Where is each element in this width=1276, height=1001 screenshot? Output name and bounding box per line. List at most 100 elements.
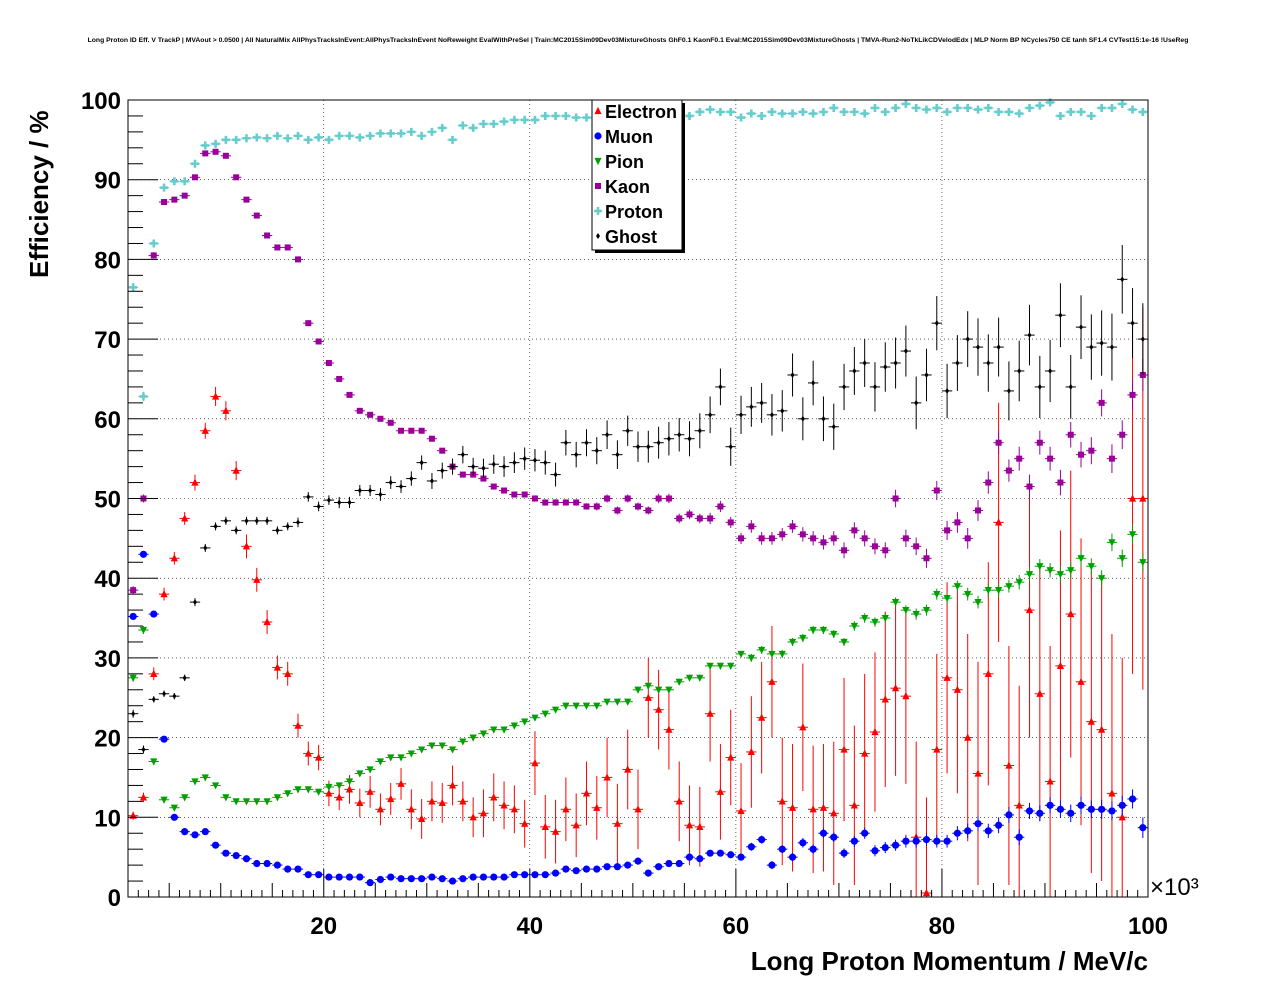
kaon-point <box>272 244 283 251</box>
legend-marker <box>596 233 600 239</box>
electron-point <box>540 794 551 859</box>
legend-label: Ghost <box>605 227 657 247</box>
kaon-point <box>395 427 407 434</box>
electron-point <box>725 709 736 806</box>
muon-point <box>313 871 324 879</box>
proton-point <box>323 135 335 144</box>
ghost-point <box>416 455 427 470</box>
electron-point <box>272 655 283 680</box>
electron-point <box>303 741 314 766</box>
pion-point <box>715 662 726 670</box>
pion-point <box>179 794 190 802</box>
ghost-point <box>478 458 489 478</box>
electron-point <box>859 673 870 834</box>
kaon-point <box>880 542 891 559</box>
ghost-point <box>972 318 984 376</box>
electron-point <box>1096 578 1107 882</box>
kaon-point <box>364 411 376 418</box>
ghost-point <box>890 337 901 389</box>
muon-point <box>179 828 190 836</box>
legend-entry-pion: Pion <box>594 152 644 172</box>
kaon-point <box>498 487 510 494</box>
kaon-point <box>746 520 757 533</box>
ghost-point <box>385 476 396 489</box>
kaon-point <box>128 586 139 595</box>
y-tick-label: 70 <box>94 327 121 354</box>
proton-point <box>890 103 901 112</box>
electron-point <box>478 789 489 838</box>
proton-point <box>169 177 180 186</box>
electron-point <box>931 653 942 846</box>
proton-point <box>838 107 850 116</box>
pion-point <box>643 682 654 690</box>
kaon-point <box>643 506 654 515</box>
muon-point <box>540 871 551 879</box>
pion-point <box>334 782 345 790</box>
muon-point <box>303 871 314 879</box>
pion-point <box>828 630 839 639</box>
proton-point <box>694 107 705 116</box>
pion-point <box>571 702 582 710</box>
ghost-point <box>395 480 407 493</box>
pion-point <box>1086 558 1097 575</box>
proton-point <box>1106 103 1118 112</box>
kaon-point <box>921 548 932 568</box>
ghost-point <box>715 368 726 406</box>
ghost-point <box>808 360 819 406</box>
pion-point <box>220 794 232 802</box>
electron-point <box>591 775 602 840</box>
kaon-point <box>560 499 572 506</box>
kaon-point <box>993 431 1004 454</box>
ghost-point <box>663 421 675 456</box>
kaon-point <box>344 391 355 398</box>
ghost-point <box>1106 313 1118 381</box>
pion-point <box>941 592 953 604</box>
ghost-point <box>766 394 778 436</box>
y-tick-label: 50 <box>94 487 121 514</box>
ghost-point <box>653 426 664 459</box>
proton-point <box>550 111 561 120</box>
legend-marker <box>595 183 601 189</box>
kaon-point <box>169 196 180 203</box>
proton-point <box>972 105 984 114</box>
muon-point <box>200 828 211 836</box>
pion-point <box>983 583 994 597</box>
pion-point <box>622 698 633 706</box>
proton-point <box>787 109 798 118</box>
muon-point <box>138 550 149 558</box>
electron-point <box>900 608 912 784</box>
muon-point <box>375 875 386 884</box>
muon-point <box>560 865 572 873</box>
proton-point <box>200 141 211 150</box>
electron-point <box>210 386 221 407</box>
kaon-point <box>261 232 273 239</box>
muon-point <box>334 873 345 881</box>
ghost-point <box>746 386 757 427</box>
proton-point <box>952 103 963 112</box>
pion-point <box>859 613 870 623</box>
series-pion <box>128 524 1148 812</box>
kaon-point <box>632 502 644 511</box>
proton-point <box>766 107 778 116</box>
proton-point <box>128 283 139 292</box>
x-tick-label: 100 <box>1128 913 1168 940</box>
y-tick-label: 90 <box>94 168 121 195</box>
kaon-point <box>406 427 417 434</box>
pion-point <box>1117 549 1128 568</box>
proton-point <box>158 183 170 192</box>
ghost-point <box>993 317 1004 377</box>
pion-point <box>354 770 365 778</box>
electron-point <box>1003 645 1015 886</box>
legend-label: Kaon <box>605 177 650 197</box>
muon-point <box>746 842 757 851</box>
ghost-point <box>828 403 839 450</box>
pion-point <box>766 649 778 659</box>
pion-point <box>777 649 788 659</box>
muon-point <box>571 867 582 875</box>
ghost-point <box>303 492 314 502</box>
kaon-point <box>1024 474 1035 499</box>
muon-point <box>983 823 994 839</box>
proton-point <box>426 127 438 136</box>
proton-point <box>231 135 242 144</box>
ghost-point <box>1044 339 1056 403</box>
